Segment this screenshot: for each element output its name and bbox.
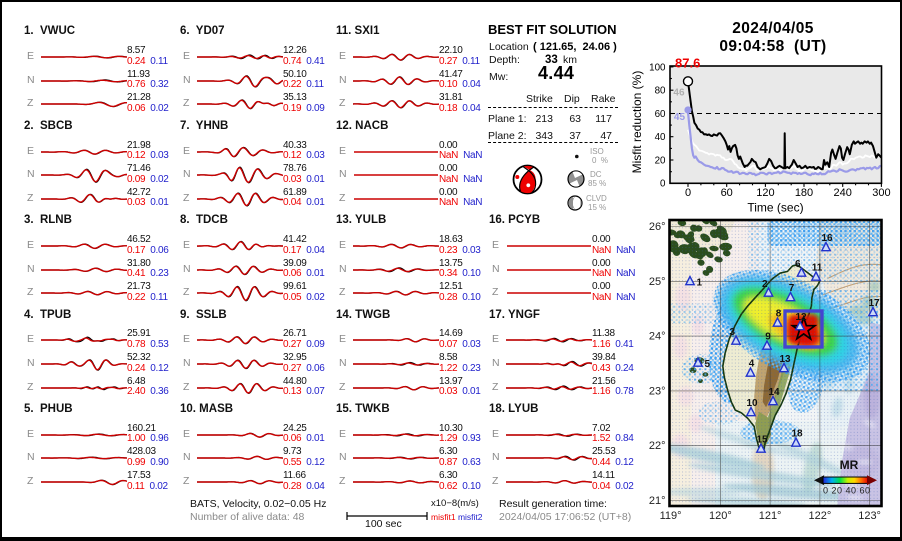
svg-text:46: 46 (673, 88, 685, 99)
svg-text:60: 60 (721, 187, 733, 199)
svg-text:Time (sec): Time (sec) (747, 200, 803, 214)
svg-text:123°: 123° (858, 510, 881, 522)
svg-text:16: 16 (821, 233, 833, 244)
svg-text:100: 100 (649, 62, 666, 73)
svg-text:MR: MR (840, 458, 859, 472)
svg-text:1: 1 (697, 278, 703, 289)
svg-text:60: 60 (655, 109, 666, 120)
svg-text:7: 7 (789, 283, 795, 294)
svg-text:5: 5 (705, 359, 711, 370)
svg-text:40: 40 (655, 132, 666, 143)
svg-text:4: 4 (749, 359, 755, 370)
svg-text:300: 300 (872, 187, 890, 199)
svg-text:11: 11 (812, 263, 823, 274)
svg-text:0: 0 (660, 179, 666, 190)
svg-text:15: 15 (756, 435, 768, 446)
svg-text:120°: 120° (709, 510, 732, 522)
svg-text:87.6: 87.6 (675, 57, 700, 71)
svg-text:12: 12 (795, 312, 807, 323)
svg-text:0: 0 (685, 187, 691, 199)
svg-text:26°: 26° (649, 221, 666, 233)
svg-text:13: 13 (779, 354, 791, 365)
svg-text:8: 8 (776, 309, 782, 320)
svg-text:121°: 121° (759, 510, 782, 522)
svg-text:240: 240 (834, 187, 852, 199)
svg-text:6: 6 (795, 259, 801, 270)
svg-text:20: 20 (655, 155, 666, 166)
svg-text:180: 180 (795, 187, 813, 199)
svg-text:122°: 122° (809, 510, 832, 522)
svg-text:22°: 22° (649, 440, 666, 452)
svg-text:25°: 25° (649, 276, 666, 288)
svg-text:23°: 23° (649, 385, 666, 397)
svg-text:18: 18 (791, 429, 803, 440)
svg-text:17: 17 (868, 298, 880, 309)
svg-text:3: 3 (729, 327, 735, 338)
svg-text:119°: 119° (660, 510, 682, 522)
svg-text:21°: 21° (649, 495, 666, 507)
svg-text:10: 10 (746, 398, 758, 409)
svg-text:45: 45 (674, 112, 686, 123)
svg-text:0 20 40 60: 0 20 40 60 (823, 486, 871, 496)
svg-text:14: 14 (768, 387, 780, 398)
svg-text:80: 80 (655, 86, 666, 97)
svg-text:2: 2 (762, 279, 768, 290)
svg-text:9: 9 (765, 332, 771, 343)
svg-text:24°: 24° (649, 331, 666, 343)
svg-text:120: 120 (756, 187, 774, 199)
